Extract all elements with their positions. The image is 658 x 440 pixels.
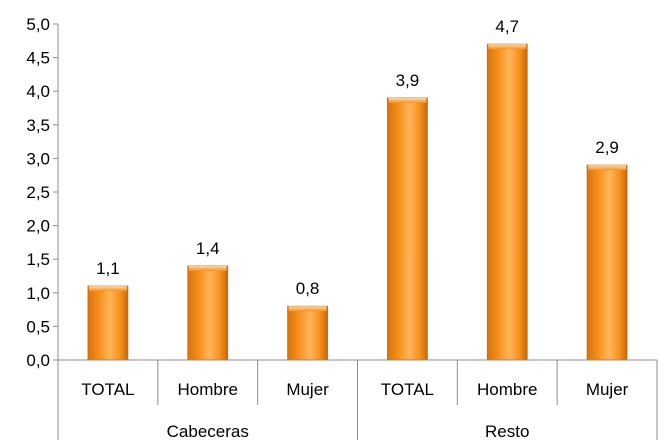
y-tick-label: 1,5	[26, 250, 50, 269]
bar-cap	[588, 165, 627, 171]
y-tick-label: 3,5	[26, 116, 50, 135]
data-label: 0,8	[296, 279, 320, 298]
y-tick-label: 1,0	[26, 284, 50, 303]
data-label: 1,1	[96, 259, 120, 278]
x-tick-label: Hombre	[477, 380, 537, 399]
y-tick-label: 5,0	[26, 15, 50, 34]
data-label: 2,9	[595, 138, 619, 157]
group-label: Resto	[485, 422, 529, 440]
y-tick-label: 2,0	[26, 217, 50, 236]
bar	[287, 305, 328, 361]
bars: 1,1 1,4 0,8 3,9 4,7 2,9	[87, 17, 628, 361]
x-tick-label: TOTAL	[381, 380, 434, 399]
x-tick-label: Mujer	[586, 380, 629, 399]
y-tick-label: 2,5	[26, 183, 50, 202]
y-tick-label: 4,0	[26, 82, 50, 101]
y-axis: 0,0 0,5 1,0 1,5 2,0 2,5 3,0 3,5 4,0 4,5 5,0	[26, 15, 59, 370]
bar-cap	[188, 265, 227, 271]
bar	[387, 97, 428, 361]
x-tick-label: Hombre	[178, 380, 238, 399]
y-tick-label: 0,0	[26, 351, 50, 370]
data-label: 4,7	[495, 17, 519, 36]
group-label: Cabeceras	[167, 422, 249, 440]
bar-cap	[88, 286, 127, 292]
bar-cap	[388, 97, 427, 103]
y-tick-label: 3,0	[26, 149, 50, 168]
data-label: 1,4	[196, 239, 220, 258]
bar-cap	[488, 44, 527, 50]
bar-cap	[288, 306, 327, 312]
bar	[187, 265, 229, 361]
x-tick-label: Mujer	[286, 380, 329, 399]
y-tick-label: 0,5	[26, 317, 50, 336]
bar	[586, 164, 628, 361]
bar	[87, 285, 129, 361]
y-tick-label: 4,5	[26, 49, 50, 68]
x-axis: TOTAL Hombre Mujer TOTAL Hombre Mujer Cabecera…	[57, 359, 658, 440]
data-label: 3,9	[396, 71, 420, 90]
bar	[486, 43, 528, 361]
x-tick-label: TOTAL	[81, 380, 134, 399]
